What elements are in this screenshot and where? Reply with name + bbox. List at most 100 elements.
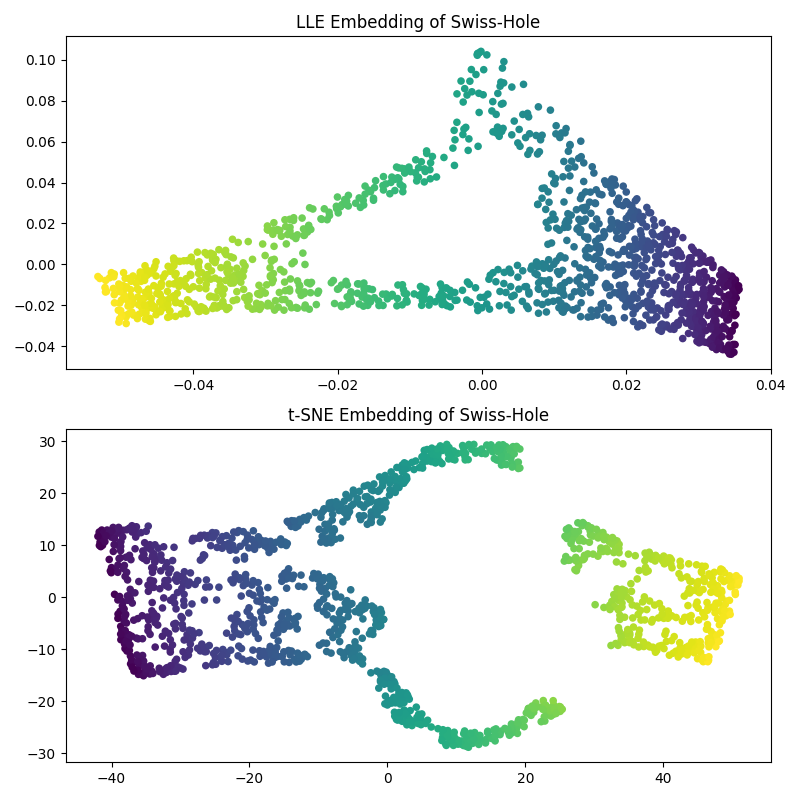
- Point: [722, 345, 734, 358]
- Point: [114, 280, 126, 293]
- Point: [255, 286, 268, 298]
- Point: [336, 504, 349, 517]
- Point: [416, 282, 429, 294]
- Point: [442, 453, 455, 466]
- Point: [395, 694, 408, 706]
- Point: [685, 288, 698, 301]
- Point: [142, 520, 154, 533]
- Point: [504, 442, 517, 455]
- Point: [699, 560, 712, 573]
- Point: [707, 315, 720, 328]
- Point: [147, 581, 160, 594]
- Point: [597, 256, 610, 269]
- Point: [568, 241, 581, 254]
- Point: [290, 622, 303, 635]
- Point: [171, 586, 184, 599]
- Point: [130, 522, 142, 534]
- Point: [616, 292, 629, 305]
- Point: [431, 442, 444, 455]
- Point: [674, 555, 686, 568]
- Point: [505, 304, 518, 317]
- Point: [114, 551, 126, 564]
- Point: [723, 293, 736, 306]
- Point: [234, 540, 246, 553]
- Point: [338, 494, 350, 507]
- Point: [164, 594, 177, 606]
- Point: [616, 258, 629, 271]
- Point: [718, 290, 730, 303]
- Point: [645, 553, 658, 566]
- Point: [441, 443, 454, 456]
- Point: [720, 594, 733, 607]
- Point: [266, 254, 278, 266]
- Point: [313, 523, 326, 536]
- Point: [600, 178, 613, 191]
- Point: [517, 108, 530, 121]
- Point: [726, 324, 738, 337]
- Point: [579, 263, 592, 276]
- Point: [662, 299, 674, 312]
- Point: [304, 286, 317, 299]
- Point: [710, 282, 722, 295]
- Point: [261, 594, 274, 606]
- Point: [115, 294, 128, 306]
- Point: [605, 639, 618, 652]
- Point: [364, 514, 377, 527]
- Point: [431, 448, 444, 461]
- Point: [495, 125, 508, 138]
- Point: [711, 587, 724, 600]
- Point: [242, 617, 254, 630]
- Point: [660, 635, 673, 648]
- Point: [237, 579, 250, 592]
- Point: [696, 287, 709, 300]
- Point: [237, 283, 250, 296]
- Point: [730, 292, 742, 305]
- Point: [294, 280, 306, 293]
- Point: [718, 266, 730, 278]
- Point: [698, 284, 710, 297]
- Point: [158, 540, 170, 553]
- Point: [635, 259, 648, 272]
- Point: [320, 601, 333, 614]
- Point: [150, 610, 163, 622]
- Point: [585, 207, 598, 220]
- Point: [254, 595, 267, 608]
- Point: [493, 438, 506, 451]
- Point: [589, 197, 602, 210]
- Point: [558, 195, 570, 208]
- Point: [318, 504, 330, 517]
- Point: [656, 217, 669, 230]
- Point: [533, 283, 546, 296]
- Point: [167, 254, 180, 267]
- Point: [282, 644, 295, 657]
- Point: [139, 306, 152, 319]
- Point: [322, 522, 335, 535]
- Point: [716, 564, 729, 577]
- Point: [269, 646, 282, 658]
- Point: [686, 298, 699, 310]
- Point: [373, 470, 386, 483]
- Point: [726, 292, 739, 305]
- Point: [664, 322, 677, 335]
- Point: [253, 583, 266, 596]
- Point: [119, 309, 132, 322]
- Point: [633, 267, 646, 280]
- Point: [199, 659, 212, 672]
- Point: [363, 627, 376, 640]
- Point: [167, 252, 180, 265]
- Point: [354, 514, 367, 526]
- Point: [267, 542, 280, 555]
- Point: [278, 646, 290, 658]
- Point: [234, 571, 246, 584]
- Point: [625, 585, 638, 598]
- Point: [172, 275, 185, 288]
- Point: [261, 299, 274, 312]
- Point: [124, 290, 137, 302]
- Point: [506, 461, 518, 474]
- Point: [604, 206, 617, 218]
- Point: [208, 299, 221, 312]
- Point: [550, 222, 563, 234]
- Point: [123, 644, 136, 657]
- Point: [268, 597, 281, 610]
- Point: [192, 261, 205, 274]
